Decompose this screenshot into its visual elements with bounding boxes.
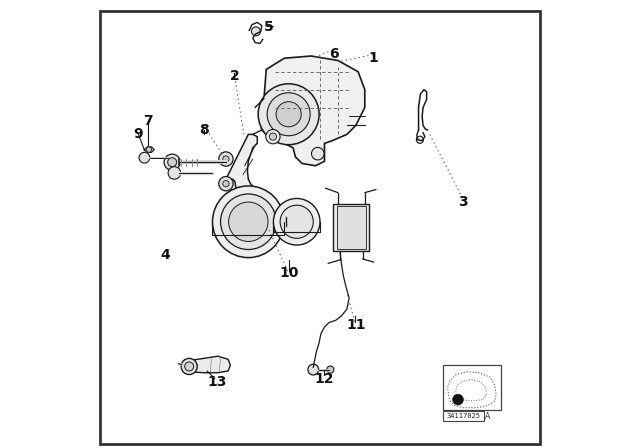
- Circle shape: [327, 366, 334, 373]
- Circle shape: [139, 152, 150, 163]
- Circle shape: [276, 102, 301, 127]
- Circle shape: [146, 147, 152, 152]
- Text: 3: 3: [458, 194, 468, 209]
- Circle shape: [417, 136, 424, 143]
- Circle shape: [223, 181, 229, 187]
- Circle shape: [228, 202, 268, 241]
- Circle shape: [223, 156, 229, 162]
- Text: 7: 7: [143, 114, 152, 128]
- Polygon shape: [333, 204, 369, 251]
- Polygon shape: [239, 198, 248, 206]
- Polygon shape: [188, 356, 230, 373]
- Polygon shape: [144, 147, 154, 152]
- Polygon shape: [337, 206, 365, 249]
- Text: 9: 9: [134, 127, 143, 142]
- Circle shape: [308, 364, 319, 375]
- Text: 6: 6: [328, 47, 339, 61]
- Text: 12: 12: [315, 371, 334, 386]
- Circle shape: [266, 129, 280, 144]
- Circle shape: [221, 194, 276, 250]
- Circle shape: [258, 84, 319, 145]
- Polygon shape: [260, 56, 365, 166]
- Polygon shape: [226, 134, 257, 199]
- Circle shape: [219, 152, 233, 166]
- Circle shape: [212, 186, 284, 258]
- Circle shape: [280, 205, 314, 238]
- Circle shape: [267, 93, 310, 136]
- Circle shape: [273, 198, 320, 245]
- Text: A: A: [484, 412, 490, 421]
- Text: 5: 5: [264, 20, 273, 34]
- Circle shape: [452, 394, 463, 405]
- Circle shape: [168, 167, 180, 179]
- Polygon shape: [237, 188, 244, 194]
- Circle shape: [181, 358, 197, 375]
- Text: 2: 2: [230, 69, 240, 83]
- Text: 4: 4: [161, 248, 170, 263]
- Circle shape: [312, 147, 324, 160]
- Circle shape: [252, 27, 260, 36]
- Text: 10: 10: [279, 266, 298, 280]
- FancyBboxPatch shape: [443, 411, 484, 421]
- Text: 13: 13: [207, 375, 227, 389]
- Text: 8: 8: [198, 123, 209, 137]
- Circle shape: [185, 362, 194, 371]
- Circle shape: [269, 133, 276, 140]
- Circle shape: [164, 154, 180, 170]
- Text: 1: 1: [369, 51, 379, 65]
- Text: 34117025: 34117025: [446, 413, 481, 419]
- Circle shape: [219, 177, 233, 191]
- Text: 11: 11: [346, 318, 365, 332]
- Circle shape: [168, 158, 177, 167]
